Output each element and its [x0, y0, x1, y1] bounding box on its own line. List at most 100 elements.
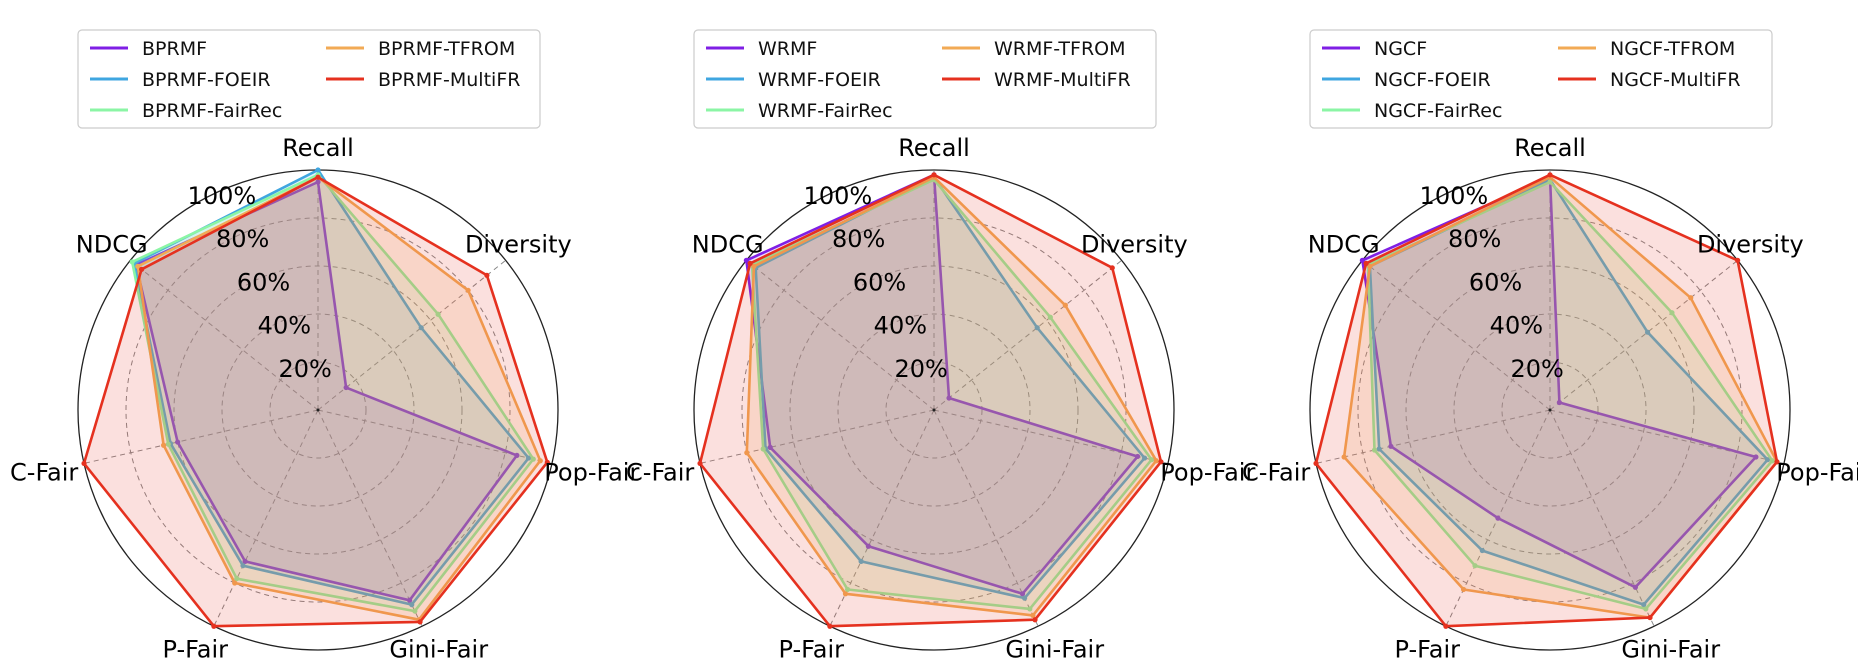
legend-entry: NGCF [1374, 38, 1427, 60]
point-bprmf-multifr-recall [315, 174, 321, 180]
point-bprmf-foeir-pop-fair [525, 455, 532, 461]
axis-label-recall: Recall [1514, 134, 1586, 162]
point-bprmf-tfrom-p-fair [232, 580, 238, 586]
spoke-gini-fair [317, 409, 423, 627]
point-wrmf-fairrec-p-fair [844, 586, 851, 593]
axis-label-p-fair: P-Fair [1395, 636, 1461, 664]
axis-label-diversity: Diversity [1697, 231, 1804, 259]
spoke-diversity [317, 259, 506, 411]
point-wrmf-multifr-diversity [1109, 265, 1115, 271]
legend-entry: BPRMF [142, 38, 207, 60]
axis-label-gini-fair: Gini-Fair [1621, 636, 1720, 664]
point-wrmf-tfrom-ndcg [751, 263, 757, 269]
point-wrmf-foeir-gini-fair [1021, 595, 1028, 601]
radial-tick-label: 80% [832, 225, 885, 253]
series-bprmf-foeir [132, 168, 530, 606]
point-wrmf-tfrom-p-fair [842, 591, 849, 597]
radial-tick-label: 40% [1490, 312, 1543, 340]
spoke-ndcg [1362, 259, 1551, 411]
legend-entry: WRMF-TFROM [994, 38, 1126, 60]
point-wrmf-fairrec-gini-fair [1027, 606, 1033, 612]
point-wrmf-tfrom-gini-fair [1030, 612, 1036, 619]
center-dot [932, 408, 936, 412]
point-bprmf-tfrom-diversity [465, 287, 471, 293]
legend-2: WRMF WRMF-FOEIR WRMF-FairRec WRMF-TFROM WRMF… [693, 29, 1157, 129]
legend-frame [77, 29, 541, 129]
point-bprmf-diversity [343, 384, 349, 391]
point-bprmf-fairrec-pop-fair [530, 456, 536, 462]
legend-entry: BPRMF-MultiFR [378, 69, 520, 91]
point-wrmf-multifr-c-fair [697, 460, 703, 467]
legend-frame [1309, 29, 1773, 129]
axis-label-c-fair: C-Fair [626, 459, 694, 487]
radial-tick-label: 80% [216, 225, 269, 253]
radial-tick-label: 60% [1469, 268, 1522, 296]
point-wrmf-pop-fair [1134, 453, 1141, 460]
point-bprmf-fairrec-ndcg [129, 259, 135, 265]
series-wrmf-foeir [754, 175, 1146, 600]
axis-label-diversity: Diversity [1081, 231, 1188, 259]
point-bprmf-foeir-recall [315, 167, 321, 173]
series-ngcf-tfrom [1342, 175, 1779, 619]
point-ngcf-foeir-pop-fair [1765, 457, 1771, 463]
point-bprmf-fairrec-p-fair [234, 576, 240, 582]
point-ngcf-fairrec-p-fair [1472, 563, 1478, 569]
point-bprmf-fairrec-gini-fair [412, 608, 418, 614]
point-ngcf-tfrom-p-fair [1460, 586, 1467, 593]
point-bprmf-c-fair [175, 439, 181, 445]
outer-ring [1309, 169, 1791, 651]
radar-chart-2: 20% 40% 60% 80% 100% Recall Diversity Pop-Fair G… [626, 134, 1255, 664]
point-ngcf-foeir-p-fair [1479, 547, 1485, 554]
radial-tick-label: 60% [853, 268, 906, 296]
series-ngcf-fairrec [1366, 180, 1774, 611]
point-ngcf-pop-fair [1753, 454, 1759, 460]
radial-tick-label: 100% [1420, 182, 1489, 210]
legend-3: NGCF NGCF-FOEIR NGCF-FairRec NGCF-TFROM NGCF… [1309, 29, 1773, 129]
spoke-diversity [1549, 259, 1738, 411]
point-bprmf-multifr-p-fair [211, 623, 217, 629]
point-wrmf-multifr-recall [931, 172, 937, 178]
series-wrmf-multifr [698, 173, 1163, 628]
series-ngcf-foeir [1368, 178, 1769, 606]
spoke-p-fair [213, 409, 319, 627]
legend-1: BPRMF BPRMF-FOEIR BPRMF-FairRec BPRMF-TFROM… [77, 29, 541, 129]
axis-label-ndcg: NDCG [1308, 231, 1380, 259]
spoke-c-fair [1315, 409, 1551, 464]
point-wrmf-diversity [946, 395, 952, 401]
grid-ring [1453, 313, 1647, 507]
point-ngcf-multifr-pop-fair [1774, 459, 1780, 465]
center-dot [316, 408, 320, 412]
point-ngcf-multifr-diversity [1735, 257, 1741, 263]
legend-entry: WRMF-MultiFR [994, 69, 1131, 91]
point-bprmf-foeir-p-fair [240, 563, 246, 569]
point-ngcf-multifr-ndcg [1363, 260, 1369, 266]
point-bprmf-fairrec-diversity [435, 311, 441, 317]
point-wrmf-multifr-pop-fair [1158, 459, 1164, 465]
point-wrmf-tfrom-pop-fair [1153, 458, 1159, 464]
point-wrmf-fairrec-c-fair [760, 446, 766, 452]
series-bprmf-multifr [82, 175, 549, 628]
point-ngcf-c-fair [1388, 443, 1394, 449]
point-ngcf-multifr-c-fair [1313, 460, 1319, 467]
legend-entry: NGCF-FOEIR [1374, 69, 1491, 91]
axis-label-pop-fair: Pop-Fair [544, 459, 639, 487]
series-wrmf [745, 173, 1139, 596]
point-ngcf-fairrec-recall [1547, 179, 1553, 185]
point-ngcf-fairrec-pop-fair [1769, 458, 1775, 464]
center-dot [1548, 408, 1552, 412]
point-ngcf-foeir-c-fair [1376, 446, 1382, 452]
point-wrmf-p-fair [865, 543, 871, 549]
radial-tick-label: 20% [895, 355, 948, 383]
spoke-ndcg [130, 259, 319, 411]
axis-label-gini-fair: Gini-Fair [389, 636, 488, 664]
point-ngcf-p-fair [1495, 515, 1501, 521]
spoke-ndcg [746, 259, 935, 411]
axis-label-gini-fair: Gini-Fair [1005, 636, 1104, 664]
legend-entry: WRMF [758, 38, 817, 60]
spoke-c-fair [699, 409, 935, 464]
axis-label-pop-fair: Pop-Fair [1160, 459, 1255, 487]
point-wrmf-multifr-p-fair [827, 623, 833, 629]
point-wrmf-tfrom-diversity [1062, 302, 1068, 308]
point-bprmf-p-fair [242, 558, 248, 564]
point-wrmf-gini-fair [1019, 591, 1026, 597]
